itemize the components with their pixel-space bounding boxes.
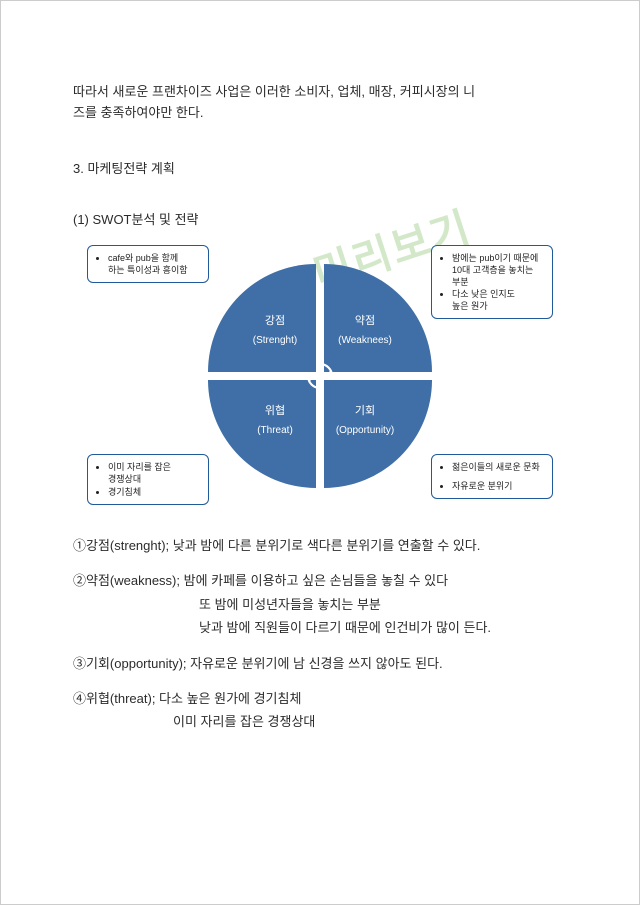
- item-weakness-1: ②약점(weakness); 밤에 카페를 이용하고 싶은 손님들을 놓칠 수 …: [73, 570, 567, 591]
- callout-text: 밤에는 pub이기 때문에: [452, 253, 538, 263]
- item-weakness-3: 낮과 밤에 직원들이 다르기 때문에 인건비가 많이 든다.: [73, 617, 567, 638]
- callout-text: 경기침체: [108, 487, 141, 497]
- callout-opportunity: 젊은이들의 새로운 문화 자유로운 분위기: [431, 454, 553, 498]
- quad-label-ko: 강점: [265, 312, 285, 330]
- quad-label-en: (Weaknees): [338, 333, 392, 350]
- callout-threat: 이미 자리를 잡은 경쟁상대 경기침체: [87, 454, 209, 504]
- intro-paragraph: 따라서 새로운 프랜차이즈 사업은 이러한 소비자, 업체, 매장, 커피시장의…: [73, 81, 567, 124]
- section-heading: 3. 마케팅전략 계획: [73, 158, 567, 179]
- quadrant-strength: 강점 (Strenght): [208, 264, 316, 372]
- cycle-arrows-icon: [302, 358, 338, 394]
- item-weakness-2: 또 밤에 미성년자들을 놓치는 부분: [73, 594, 567, 615]
- callout-text: 10대 고객층을 놓치는 부분: [452, 265, 533, 287]
- item-opportunity: ③기회(opportunity); 자유로운 분위기에 남 신경을 쓰지 않아도…: [73, 653, 567, 674]
- callout-strength: cafe와 pub을 함께 하는 특이성과 흥이함: [87, 245, 209, 283]
- intro-line-1: 따라서 새로운 프랜차이즈 사업은 이러한 소비자, 업체, 매장, 커피시장의…: [73, 84, 475, 99]
- item-threat-2: 이미 자리를 잡은 경쟁상대: [73, 711, 567, 732]
- sub-heading: (1) SWOT분석 및 전략: [73, 209, 567, 230]
- callout-text: cafe와 pub을 함께: [108, 253, 178, 263]
- item-strength: ①강점(strenght); 낮과 밤에 다른 분위기로 색다른 분위기를 연출…: [73, 535, 567, 556]
- quad-label-en: (Threat): [257, 423, 293, 440]
- intro-line-2: 즈를 충족하여야만 한다.: [73, 105, 203, 120]
- callout-text: 젊은이들의 새로운 문화: [452, 462, 540, 472]
- swot-diagram: cafe와 pub을 함께 하는 특이성과 흥이함 밤에는 pub이기 때문에 …: [95, 241, 545, 511]
- quad-label-ko: 위협: [265, 402, 285, 420]
- quad-label-en: (Strenght): [253, 333, 297, 350]
- callout-text: 이미 자리를 잡은: [108, 462, 171, 472]
- quad-label-ko: 약점: [355, 312, 375, 330]
- callout-text: 높은 원가: [452, 301, 488, 311]
- quadrant-threat: 위협 (Threat): [208, 380, 316, 488]
- quad-label-en: (Opportunity): [336, 423, 394, 440]
- callout-text: 다소 낮은 인지도: [452, 289, 515, 299]
- quad-label-ko: 기회: [355, 402, 375, 420]
- quadrant-weakness: 약점 (Weaknees): [324, 264, 432, 372]
- swot-circle: 강점 (Strenght) 약점 (Weaknees) 위협 (Threat) …: [208, 264, 432, 488]
- callout-text: 경쟁상대: [108, 474, 141, 484]
- callout-weakness: 밤에는 pub이기 때문에 10대 고객층을 놓치는 부분 다소 낮은 인지도 …: [431, 245, 553, 320]
- quadrant-opportunity: 기회 (Opportunity): [324, 380, 432, 488]
- callout-text: 자유로운 분위기: [452, 481, 512, 491]
- swot-description-list: ①강점(strenght); 낮과 밤에 다른 분위기로 색다른 분위기를 연출…: [73, 535, 567, 733]
- item-threat-1: ④위협(threat); 다소 높은 원가에 경기침체: [73, 688, 567, 709]
- callout-text: 하는 특이성과 흥이함: [108, 265, 188, 275]
